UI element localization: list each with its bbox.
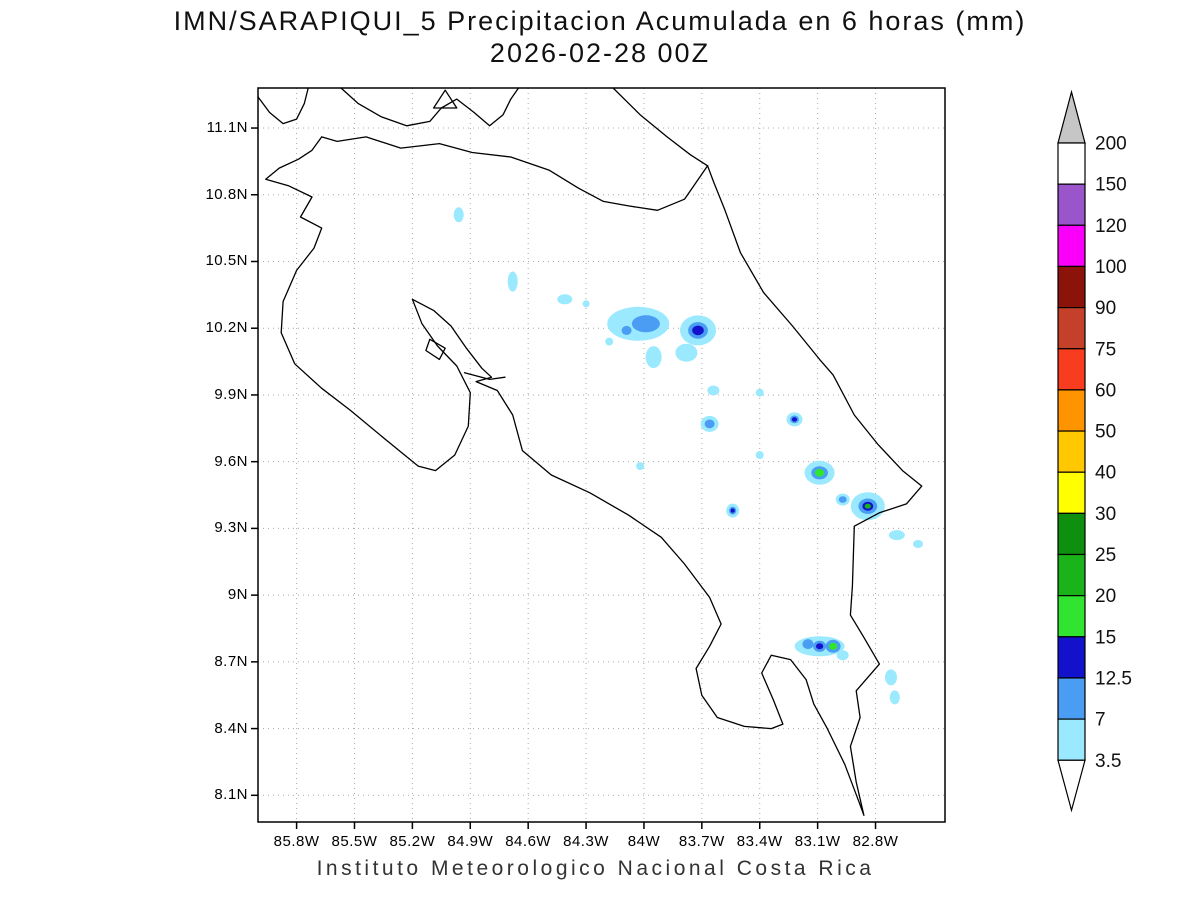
colorbar-segment-30mm (1057, 471, 1086, 514)
lon-tick-label: 85.8W (273, 833, 320, 850)
lon-tick-label: 83.7W (678, 833, 725, 850)
precip-cell-12.5mm (730, 508, 735, 513)
colorbar-label-20: 20 (1095, 586, 1116, 607)
colorbar-label-60: 60 (1095, 380, 1116, 401)
lat-tick-label: 9.9N (214, 385, 248, 403)
precip-cell-3.5mm (636, 462, 645, 471)
precip-cell-3.5mm (453, 207, 464, 223)
precip-cell-3.5mm (888, 530, 905, 541)
precip-cell-3.5mm (889, 690, 900, 705)
lon-tick-label: 82.8W (852, 833, 899, 850)
nicaragua-border (321, 136, 709, 211)
precip-cell-3.5mm (507, 271, 518, 292)
precip-cell-7mm (631, 315, 660, 333)
chira-island (425, 338, 446, 361)
colorbar-segment-7mm (1057, 677, 1086, 720)
colorbar: 200 150 120 100 90 75 60 50 40 30 25 20 15 12.5 7 3.5 (1057, 89, 1132, 813)
attribution-text: Instituto Meteorologico Nacional Costa R… (316, 857, 875, 880)
lat-tick-label: 10.5N (205, 252, 248, 270)
precip-cell-15mm (814, 469, 825, 477)
colorbar-segment-90mm (1057, 265, 1086, 309)
colorbar-segment-12.5mm (1057, 636, 1086, 679)
map-frame (257, 87, 946, 823)
precip-cell-15mm (829, 642, 838, 650)
lat-tick-label: 8.4N (214, 719, 248, 737)
colorbar-label-100: 100 (1095, 257, 1127, 278)
colorbar-segment-50mm (1057, 389, 1086, 432)
precip-cell-12.5mm (692, 325, 704, 336)
precip-cell-7mm (838, 496, 847, 503)
precip-cell-3.5mm (707, 385, 720, 396)
colorbar-label-30: 30 (1095, 504, 1116, 525)
precip-cell-12.5mm (816, 643, 824, 650)
colorbar-label-40: 40 (1095, 463, 1116, 484)
colorbar-label-200: 200 (1095, 134, 1127, 155)
precip-cell-7mm (802, 639, 814, 650)
precip-cell-3.5mm (582, 300, 590, 308)
colorbar-label-7: 7 (1095, 710, 1106, 731)
precip-cell-3.5mm (645, 346, 662, 369)
colorbar-label-90: 90 (1095, 298, 1116, 319)
colorbar-segment-15mm (1057, 595, 1086, 638)
colorbar-label-15: 15 (1095, 627, 1116, 648)
colorbar-segment-120mm (1057, 183, 1086, 226)
colorbar-label-12.5: 12.5 (1095, 668, 1132, 689)
precip-cell-20mm (864, 503, 871, 509)
precip-cell-3.5mm (605, 337, 614, 346)
lon-tick-label: 83.1W (794, 833, 841, 850)
lat-tick-label: 10.8N (205, 185, 248, 203)
colorbar-above-max (1057, 89, 1086, 144)
map-plot (251, 87, 946, 829)
lat-tick-label: 8.1N (214, 786, 248, 804)
chart-subtitle-datetime: 2026-02-28 00Z (489, 38, 711, 68)
puntarenas-spit (463, 372, 506, 381)
colorbar-segment-3.5mm (1057, 718, 1086, 761)
lat-tick-label: 10.2N (205, 319, 248, 337)
costa-rica-coast (265, 136, 923, 816)
precip-cell-7mm (704, 419, 715, 429)
colorbar-label-3.5: 3.5 (1095, 751, 1121, 772)
lat-tick-label: 9.3N (214, 519, 248, 537)
colorbar-segment-40mm (1057, 430, 1086, 473)
precip-cell-7mm (621, 325, 632, 335)
lon-tick-label: 84W (627, 833, 661, 850)
lat-tick-label: 9.6N (214, 452, 248, 470)
lon-tick-label: 84.9W (447, 833, 494, 850)
lon-tick-label: 84.6W (505, 833, 552, 850)
colorbar-label-50: 50 (1095, 422, 1116, 443)
nicaragua-pacific-coast (257, 87, 309, 125)
colorbar-segment-75mm (1057, 307, 1086, 350)
precip-cell-3.5mm (755, 451, 764, 459)
precip-cell-3.5mm (836, 650, 849, 661)
colorbar-below-min (1057, 759, 1086, 813)
colorbar-label-25: 25 (1095, 545, 1116, 566)
nicaragua-caribbean-coast (612, 87, 709, 167)
precip-cell-3.5mm (755, 388, 764, 397)
colorbar-segment-60mm (1057, 348, 1086, 391)
colorbar-label-150: 150 (1095, 175, 1127, 196)
precip-cell-3.5mm (885, 669, 897, 686)
colorbar-segment-20mm (1057, 553, 1086, 597)
lake-nicaragua-shore (340, 87, 520, 127)
colorbar-segment-25mm (1057, 512, 1086, 556)
precip-cell-12.5mm (791, 417, 798, 422)
lon-tick-label: 85.2W (389, 833, 436, 850)
lat-tick-label: 9N (227, 586, 248, 604)
ometepe-islet (432, 89, 458, 109)
colorbar-segment-150mm (1057, 142, 1086, 185)
colorbar-segment-100mm (1057, 224, 1086, 268)
precip-cell-3.5mm (557, 294, 573, 305)
lat-tick-label: 8.7N (214, 652, 248, 670)
colorbar-label-75: 75 (1095, 339, 1116, 360)
lon-tick-label: 85.5W (331, 833, 378, 850)
lon-tick-label: 83.4W (736, 833, 783, 850)
colorbar-label-120: 120 (1095, 216, 1127, 237)
chart-title: IMN/SARAPIQUI_5 Precipitacion Acumulada … (173, 6, 1027, 36)
precip-cell-3.5mm (913, 540, 923, 548)
lon-tick-label: 84.3W (563, 833, 609, 850)
lat-tick-label: 11.1N (206, 119, 248, 137)
precip-cell-3.5mm (675, 343, 698, 362)
